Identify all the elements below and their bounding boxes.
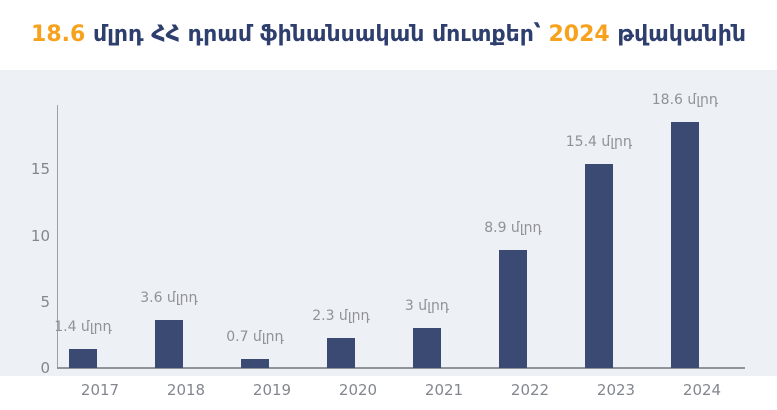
bar-2020 — [327, 338, 355, 368]
bar-2023 — [585, 164, 613, 368]
x-axis-label-2017: 2017 — [80, 381, 120, 399]
bar-value-label-2018: 3.6 մլրդ — [140, 290, 198, 306]
title-amount-highlight: 18.6 — [31, 22, 86, 47]
y-axis-line — [57, 105, 58, 368]
x-axis-label-2023: 2023 — [596, 381, 636, 399]
bar-2024 — [671, 122, 699, 368]
bar-value-label-2023: 15.4 մլրդ — [565, 134, 633, 150]
bar-2021 — [413, 328, 441, 368]
bar-value-label-2022: 8.9 մլրդ — [484, 220, 542, 236]
y-axis-tick-label-0: 0 — [40, 359, 50, 377]
chart-title: 18.6 մլրդ ՀՀ դրամ ֆինանսական մուտքեր՝ 20… — [0, 22, 777, 47]
y-axis-tick-label-15: 15 — [30, 160, 50, 179]
bar-2022 — [499, 250, 527, 368]
title-middle-text: մլրդ ՀՀ դրամ ֆինանսական մուտքեր՝ — [85, 22, 549, 47]
x-axis-label-2020: 2020 — [338, 381, 378, 399]
title-end-text: թվականին — [609, 22, 746, 47]
bar-value-label-2024: 18.6 մլրդ — [651, 92, 719, 108]
bar-value-label-2019: 0.7 մլրդ — [226, 329, 284, 345]
y-axis-tick-label-10: 10 — [30, 226, 50, 245]
x-axis-label-2019: 2019 — [252, 381, 292, 399]
bar-2017 — [69, 349, 97, 368]
x-axis-label-2021: 2021 — [424, 381, 464, 399]
x-axis-label-2024: 2024 — [682, 381, 722, 399]
x-axis-label-2018: 2018 — [166, 381, 206, 399]
bar-2018 — [155, 320, 183, 368]
bar-2019 — [241, 359, 269, 368]
y-axis-tick-label-5: 5 — [40, 292, 50, 311]
title-year-highlight: 2024 — [548, 22, 610, 47]
bar-value-label-2021: 3 մլրդ — [404, 298, 450, 314]
x-axis-line — [57, 367, 745, 369]
bar-value-label-2017: 1.4 մլրդ — [54, 319, 112, 335]
x-axis-label-2022: 2022 — [510, 381, 550, 399]
bar-value-label-2020: 2.3 մլրդ — [312, 308, 370, 324]
chart-panel-background — [0, 70, 777, 376]
